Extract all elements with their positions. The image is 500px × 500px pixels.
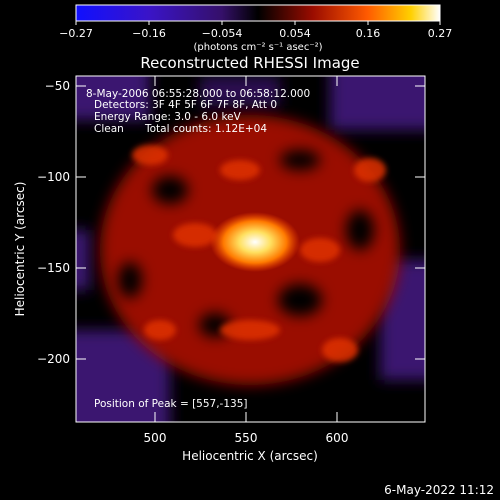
flare-core [210,212,300,272]
total-counts-text: Total counts: 1.12E+04 [144,123,267,135]
footer-timestamp: 6-May-2022 11:12 [384,483,494,497]
plot-title: Reconstructed RHESSI Image [140,54,359,72]
energy-range-text: Energy Range: 3.0 - 6.0 keV [94,111,242,123]
colorbar-tick-label: 0.27 [428,27,453,40]
axis-ticks [76,76,425,422]
colorbar: −0.27 −0.16 −0.054 0.054 0.16 0.27 (phot… [59,4,453,53]
colorbar-tick-label: 0.16 [356,27,381,40]
solar-image [76,76,425,422]
plot-frame [75,75,426,423]
peak-position-text: Position of Peak = [557,-135] [94,398,248,410]
y-axis-label: Heliocentric Y (arcsec) [13,182,27,317]
colorbar-tick-label: −0.054 [202,27,243,40]
colorbar-tick-label: 0.054 [279,27,311,40]
x-tick-label: 500 [144,431,167,445]
x-axis-label: Heliocentric X (arcsec) [182,449,318,463]
detectors-text: Detectors: 3F 4F 5F 6F 7F 8F, Att 0 [94,99,277,111]
time-range-text: 8-May-2006 06:55:28.000 to 06:58:12.000 [86,88,310,100]
x-tick-label: 550 [235,431,258,445]
y-tick-label: −50 [45,79,70,93]
colorbar-tick-label: −0.16 [132,27,166,40]
y-tick-label: −100 [37,170,70,184]
colorbar-tick-label: −0.27 [59,27,93,40]
x-tick-label: 600 [326,431,349,445]
y-tick-label: −200 [37,352,70,366]
colorbar-gradient [75,4,441,22]
clean-text: Clean [94,123,124,135]
y-tick-label: −150 [37,261,70,275]
colorbar-unit-label: (photons cm⁻² s⁻¹ asec⁻²) [193,42,322,53]
